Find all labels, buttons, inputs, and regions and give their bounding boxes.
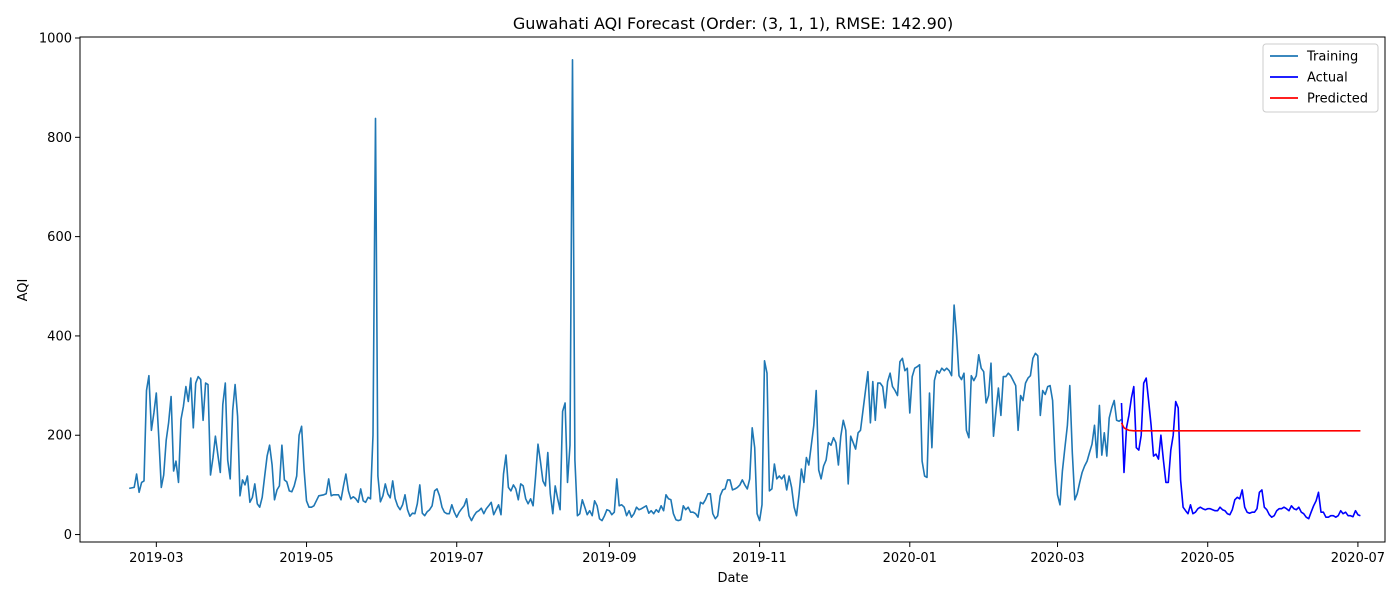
legend-label-actual: Actual xyxy=(1307,71,1348,86)
plot-frame xyxy=(79,36,1386,543)
y-axis-ticks: 0 200 400 600 800 1000 xyxy=(39,31,80,543)
y-axis-label: AQI xyxy=(16,279,31,302)
x-tick-label: 2019-05 xyxy=(279,551,333,566)
y-tick-label: 200 xyxy=(47,429,72,444)
legend-label-predicted: Predicted xyxy=(1307,92,1368,107)
x-axis-label: Date xyxy=(717,571,748,586)
x-tick-label: 2020-05 xyxy=(1181,551,1235,566)
x-tick-label: 2020-01 xyxy=(883,551,937,566)
y-tick-label: 400 xyxy=(47,329,72,344)
legend-box xyxy=(1262,43,1379,113)
y-tick-label: 1000 xyxy=(39,31,72,46)
x-axis-ticks: 2019-03 2019-05 2019-07 2019-09 2019-11 2020-… xyxy=(129,542,1385,566)
series-line-predicted xyxy=(1120,422,1361,432)
chart-title: Guwahati AQI Forecast (Order: (3, 1, 1),… xyxy=(513,14,953,33)
legend: Training Actual Predicted xyxy=(1262,43,1379,113)
legend-label-training: Training xyxy=(1306,50,1358,65)
x-tick-label: 2019-09 xyxy=(582,551,636,566)
series-layer xyxy=(129,59,1361,522)
y-tick-label: 600 xyxy=(47,230,72,245)
series-line-training xyxy=(129,59,1122,522)
x-tick-label: 2020-07 xyxy=(1331,551,1385,566)
y-tick-label: 0 xyxy=(64,528,72,543)
x-tick-label: 2019-11 xyxy=(732,551,786,566)
y-tick-label: 800 xyxy=(47,131,72,146)
x-tick-label: 2020-03 xyxy=(1030,551,1084,566)
x-tick-label: 2019-03 xyxy=(129,551,183,566)
x-tick-label: 2019-07 xyxy=(430,551,484,566)
series-line-actual xyxy=(1120,377,1361,520)
